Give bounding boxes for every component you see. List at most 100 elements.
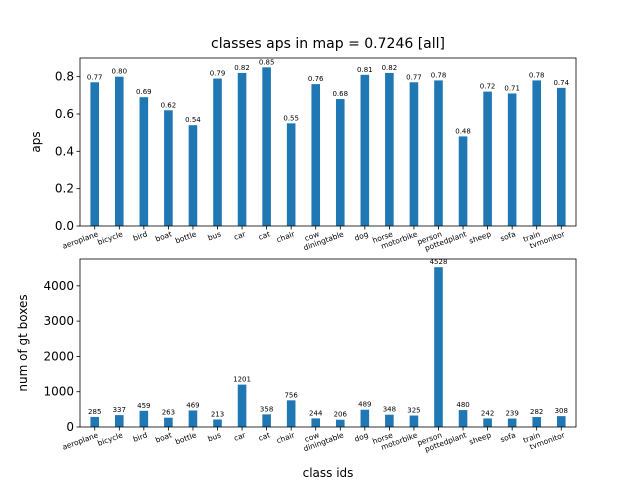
bar-aeroplane xyxy=(90,416,100,427)
data-label: 242 xyxy=(481,409,494,417)
bar-person xyxy=(434,80,443,227)
data-label: 0.85 xyxy=(259,58,275,66)
data-label: 308 xyxy=(555,407,568,415)
bar-bicycle xyxy=(114,415,124,427)
data-label: 480 xyxy=(456,401,469,409)
bar-boat xyxy=(164,417,173,427)
bar-tvmonitor xyxy=(556,87,566,227)
data-label: 1201 xyxy=(233,376,251,384)
data-label: 0.62 xyxy=(161,101,177,109)
axes-frame xyxy=(79,258,577,428)
bar-bird xyxy=(139,97,149,226)
data-label: 244 xyxy=(309,409,323,417)
bar-bird xyxy=(139,410,149,427)
y-tick-label: 0.0 xyxy=(55,219,74,233)
y-tick-label: 0.6 xyxy=(55,107,74,121)
data-label: 0.82 xyxy=(382,64,398,72)
data-label: 0.55 xyxy=(283,114,299,122)
bar-car xyxy=(237,384,247,427)
data-label: 206 xyxy=(334,411,348,419)
bar-bottle xyxy=(188,125,198,226)
bar-sheep xyxy=(483,418,492,427)
data-label: 0.78 xyxy=(529,71,545,79)
bar-cow xyxy=(311,84,321,226)
bar-bicycle xyxy=(114,76,124,226)
data-label: 0.48 xyxy=(455,127,471,135)
data-label: 239 xyxy=(505,410,518,418)
x-tick-label: car xyxy=(233,229,248,242)
bar-cow xyxy=(311,418,321,427)
data-label: 0.81 xyxy=(357,66,373,74)
bar-cat xyxy=(262,67,271,226)
data-label: 337 xyxy=(113,406,126,414)
data-label: 213 xyxy=(211,410,224,418)
data-label: 0.74 xyxy=(553,79,569,87)
bar-bottle xyxy=(188,410,198,427)
x-axis-label: class ids xyxy=(303,466,354,480)
x-tick-label: cat xyxy=(257,430,271,442)
y-tick-label: 0.8 xyxy=(55,70,74,84)
bar-sheep xyxy=(483,91,492,226)
y-axis-label: aps xyxy=(29,131,43,152)
bar-bus xyxy=(213,419,222,427)
bar-bus xyxy=(213,78,222,226)
data-label: 358 xyxy=(260,405,273,413)
y-tick-label: 4000 xyxy=(43,279,74,293)
x-tick-label: car xyxy=(233,430,248,443)
y-tick-label: 1000 xyxy=(43,385,74,399)
data-label: 0.68 xyxy=(332,90,348,98)
data-label: 459 xyxy=(137,402,150,410)
data-label: 0.82 xyxy=(234,64,250,72)
bar-motorbike xyxy=(409,415,419,427)
bar-tvmonitor xyxy=(556,416,566,427)
data-label: 263 xyxy=(162,409,175,417)
data-label: 0.54 xyxy=(185,116,201,124)
bar-horse xyxy=(385,72,394,227)
chart-title: classes aps in map = 0.7246 [all] xyxy=(211,36,445,52)
bar-aeroplane xyxy=(90,82,100,227)
y-tick-label: 0 xyxy=(66,420,74,434)
data-label: 0.72 xyxy=(480,83,496,91)
data-label: 469 xyxy=(186,401,199,409)
axes-frame xyxy=(79,57,577,227)
x-tick-label: bus xyxy=(206,430,222,443)
bar-train xyxy=(532,417,542,427)
bar-cat xyxy=(262,414,271,427)
data-label: 0.71 xyxy=(504,84,520,92)
data-label: 0.77 xyxy=(87,73,103,81)
bar-dog xyxy=(360,74,370,226)
x-tick-label: bus xyxy=(206,229,222,242)
y-tick-label: 0.2 xyxy=(55,182,74,196)
bar-person xyxy=(434,267,443,427)
bar-pottedplant xyxy=(458,136,468,226)
bar-motorbike xyxy=(409,82,419,227)
data-label: 4528 xyxy=(430,258,448,266)
data-label: 0.69 xyxy=(136,88,152,96)
bar-pottedplant xyxy=(458,410,468,427)
bar-sofa xyxy=(507,418,517,427)
y-axis-label: num of gt boxes xyxy=(16,294,30,391)
y-tick-label: 3000 xyxy=(43,314,74,328)
bar-boat xyxy=(164,110,173,226)
data-label: 282 xyxy=(530,408,543,416)
bar-car xyxy=(237,72,247,227)
bar-train xyxy=(532,80,542,227)
data-label: 0.79 xyxy=(210,70,226,78)
y-tick-label: 2000 xyxy=(43,349,74,363)
bar-sofa xyxy=(507,93,517,226)
bar-diningtable xyxy=(335,99,345,226)
data-label: 489 xyxy=(358,401,371,409)
y-tick-label: 0.4 xyxy=(55,144,74,158)
data-label: 0.78 xyxy=(431,71,447,79)
bar-horse xyxy=(385,414,394,427)
data-label: 348 xyxy=(383,406,396,414)
data-label: 0.77 xyxy=(406,73,422,81)
data-label: 0.80 xyxy=(111,68,127,76)
bar-chair xyxy=(286,123,296,226)
bar-chair xyxy=(286,400,296,427)
data-label: 756 xyxy=(284,391,298,399)
bar-dog xyxy=(360,409,370,427)
x-tick-label: cat xyxy=(257,229,271,241)
